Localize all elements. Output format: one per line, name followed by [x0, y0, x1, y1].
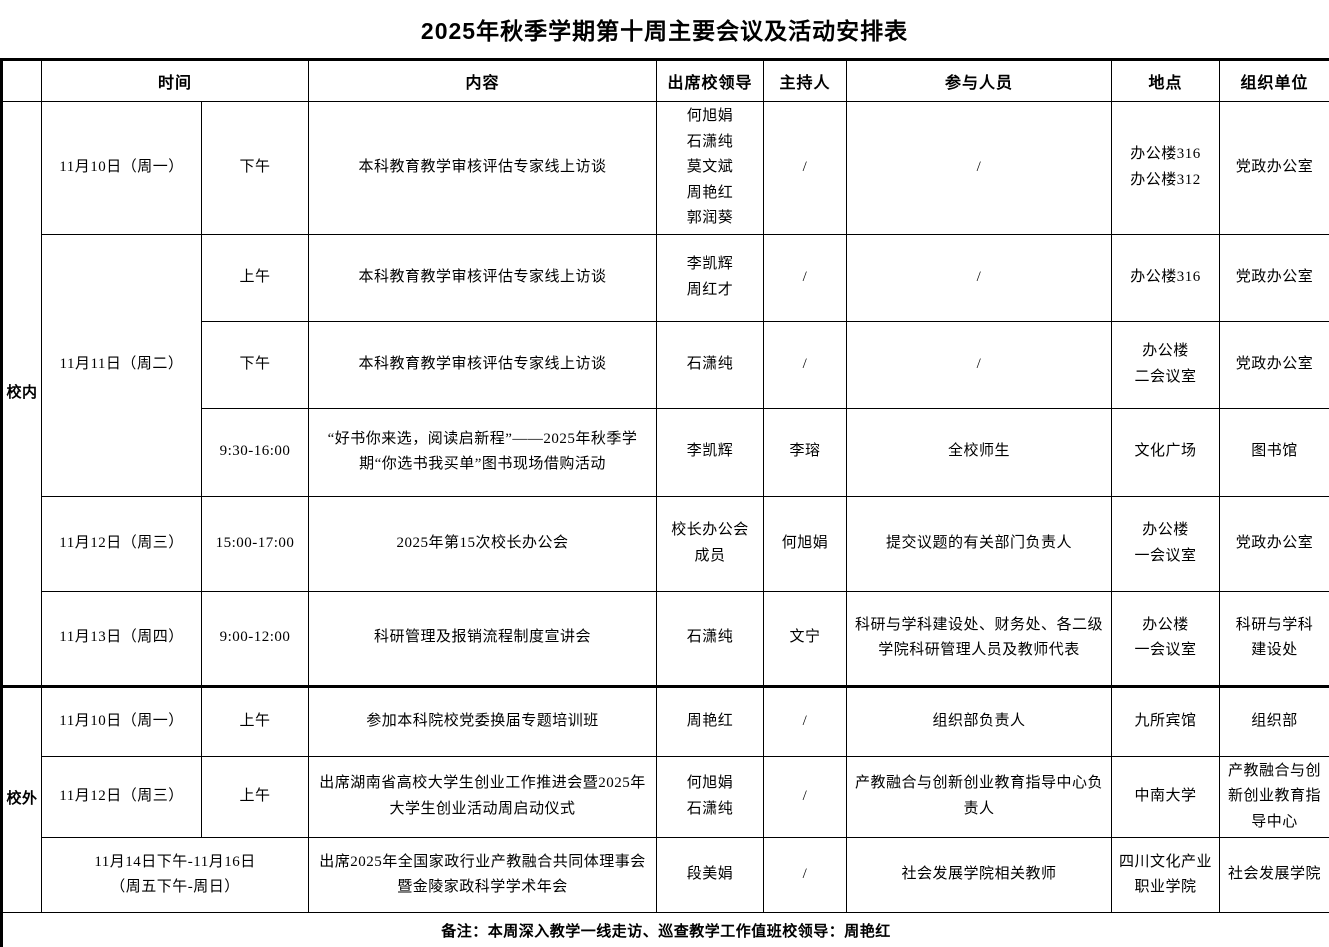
cell-time: 9:30-16:00: [200, 407, 310, 497]
cell-content: “好书你来选，阅读启新程”——2025年秋季学期“你选书我买单”图书现场借购活动: [308, 407, 658, 497]
cell-host: /: [763, 837, 848, 913]
cell-leaders: 何旭娟 石潇纯: [656, 755, 765, 838]
cell-participants: /: [846, 233, 1113, 322]
cell-organizer: 图书馆: [1219, 407, 1329, 497]
cell-leaders: 石潇纯: [656, 320, 765, 409]
schedule-table: 时间 内容 出席校领导 主持人 参与人员 地点 组织单位 校内 11月10日（周一…: [0, 58, 1329, 947]
cell-date: 11月11日（周二）: [41, 233, 202, 497]
cell-participants: 组织部负责人: [846, 684, 1113, 757]
header-host: 主持人: [763, 59, 848, 102]
cell-location: 办公楼 一会议室: [1111, 590, 1221, 687]
table-row: 下午 本科教育教学审核评估专家线上访谈 石潇纯 / / 办公楼 二会议室 党政办公室: [2, 320, 1329, 409]
table-row: 11月12日（周三） 上午 出席湖南省高校大学生创业工作推进会暨2025年大学生创业…: [2, 755, 1329, 838]
cell-time: 上午: [200, 755, 310, 838]
header-leaders: 出席校领导: [656, 59, 765, 102]
cell-host: 文宁: [763, 590, 848, 687]
header-participants: 参与人员: [846, 59, 1113, 102]
cell-content: 本科教育教学审核评估专家线上访谈: [308, 101, 658, 235]
cell-content: 参加本科院校党委换届专题培训班: [308, 684, 658, 757]
cell-date: 11月10日（周一）: [41, 101, 202, 235]
cell-host: 何旭娟: [763, 495, 848, 592]
table-row: 11月13日（周四） 9:00-12:00 科研管理及报销流程制度宣讲会 石潇纯 文宁科…: [2, 590, 1329, 687]
cell-participants: /: [846, 101, 1113, 235]
note-row: 备注：本周深入教学一线走访、巡查教学工作值班校领导：周艳红: [0, 912, 1329, 947]
header-location: 地点: [1111, 59, 1221, 102]
cell-date: 11月10日（周一）: [41, 684, 202, 757]
cell-host: /: [763, 684, 848, 757]
cell-participants: 社会发展学院相关教师: [846, 837, 1113, 913]
cell-date: 11月13日（周四）: [41, 590, 202, 687]
cell-date: 11月12日（周三）: [41, 755, 202, 838]
cell-time: 下午: [200, 320, 310, 409]
cell-leaders: 校长办公会 成员: [656, 495, 765, 592]
cell-time: 上午: [200, 684, 310, 757]
cell-location: 办公楼316: [1111, 233, 1221, 322]
cell-host: 李瑢: [763, 407, 848, 497]
cell-time: 15:00-17:00: [200, 495, 310, 592]
cell-organizer: 组织部: [1219, 684, 1329, 757]
cell-date: 11月12日（周三）: [41, 495, 202, 592]
cell-participants: 科研与学科建设处、财务处、各二级学院科研管理人员及教师代表: [846, 590, 1113, 687]
table-row: 11月11日（周二） 上午 本科教育教学审核评估专家线上访谈 李凯辉 周红才 / / 办公楼…: [2, 233, 1329, 497]
header-content: 内容: [308, 59, 658, 102]
cell-date: 11月14日下午-11月16日 （周五下午-周日）: [40, 837, 310, 913]
table-row: 11月12日（周三） 15:00-17:00 2025年第15次校长办公会 校长办公会…: [2, 495, 1329, 592]
cell-participants: /: [846, 320, 1113, 409]
cell-location: 九所宾馆: [1111, 684, 1221, 757]
cell-host: /: [763, 233, 848, 322]
cell-location: 办公楼 一会议室: [1111, 495, 1221, 592]
cell-organizer: 党政办公室: [1219, 320, 1329, 409]
page-title: 2025年秋季学期第十周主要会议及活动安排表: [420, 18, 909, 44]
cell-host: /: [763, 101, 848, 235]
cell-organizer: 科研与学科 建设处: [1219, 590, 1329, 687]
header-organizer: 组织单位: [1219, 59, 1329, 102]
cell-organizer: 党政办公室: [1219, 101, 1329, 235]
cell-leaders: 何旭娟 石潇纯 莫文斌 周艳红 郭润葵: [656, 101, 765, 235]
section-label: 校内: [1, 101, 42, 687]
cell-time: 上午: [200, 233, 310, 322]
header-corner: [1, 59, 42, 102]
cell-organizer: 社会发展学院: [1219, 837, 1329, 913]
cell-content: 出席2025年全国家政行业产教融合共同体理事会暨金陵家政科学学术年会: [308, 837, 658, 913]
cell-leaders: 李凯辉 周红才: [656, 233, 765, 322]
cell-leaders: 周艳红: [656, 684, 765, 757]
table-row: 11月14日下午-11月16日 （周五下午-周日） 出席2025年全国家政行业产教…: [2, 837, 1329, 913]
cell-location: 文化广场: [1111, 407, 1221, 497]
cell-content: 2025年第15次校长办公会: [308, 495, 658, 592]
cell-location: 四川文化产业 职业学院: [1111, 837, 1221, 913]
cell-organizer: 产教融合与创新创业教育指导中心: [1219, 755, 1329, 838]
table-row: 校外 11月10日（周一） 上午 参加本科院校党委换届专题培训班 周艳红 / 组织部负责人九…: [1, 684, 1329, 913]
table-row: 9:30-16:00 “好书你来选，阅读启新程”——2025年秋季学期“你选书我买…: [2, 407, 1329, 497]
cell-content: 本科教育教学审核评估专家线上访谈: [308, 320, 658, 409]
cell-organizer: 党政办公室: [1219, 233, 1329, 322]
section-label: 校外: [1, 684, 42, 913]
cell-content: 本科教育教学审核评估专家线上访谈: [308, 233, 658, 322]
cell-content: 科研管理及报销流程制度宣讲会: [308, 590, 658, 687]
cell-leaders: 段美娟: [656, 837, 765, 913]
cell-participants: 全校师生: [846, 407, 1113, 497]
cell-location: 办公楼316 办公楼312: [1111, 101, 1221, 235]
cell-content: 出席湖南省高校大学生创业工作推进会暨2025年大学生创业活动周启动仪式: [308, 755, 658, 838]
header-time: 时间: [40, 59, 310, 102]
cell-participants: 产教融合与创新创业教育指导中心负责人: [846, 755, 1113, 838]
cell-time: 下午: [200, 101, 310, 235]
cell-time: 9:00-12:00: [200, 590, 310, 687]
cell-organizer: 党政办公室: [1219, 495, 1329, 592]
cell-leaders: 石潇纯: [656, 590, 765, 687]
title-bar: 2025年秋季学期第十周主要会议及活动安排表: [0, 0, 1329, 58]
note-text: 备注：本周深入教学一线走访、巡查教学工作值班校领导：周艳红: [0, 912, 1329, 947]
cell-host: /: [763, 320, 848, 409]
cell-participants: 提交议题的有关部门负责人: [846, 495, 1113, 592]
cell-leaders: 李凯辉: [656, 407, 765, 497]
cell-location: 中南大学: [1111, 755, 1221, 838]
cell-host: /: [763, 755, 848, 838]
header-row: 时间 内容 出席校领导 主持人 参与人员 地点 组织单位: [1, 59, 1329, 102]
table-row: 校内 11月10日（周一） 下午 本科教育教学审核评估专家线上访谈 何旭娟 石潇纯 莫文…: [1, 101, 1329, 687]
cell-location: 办公楼 二会议室: [1111, 320, 1221, 409]
